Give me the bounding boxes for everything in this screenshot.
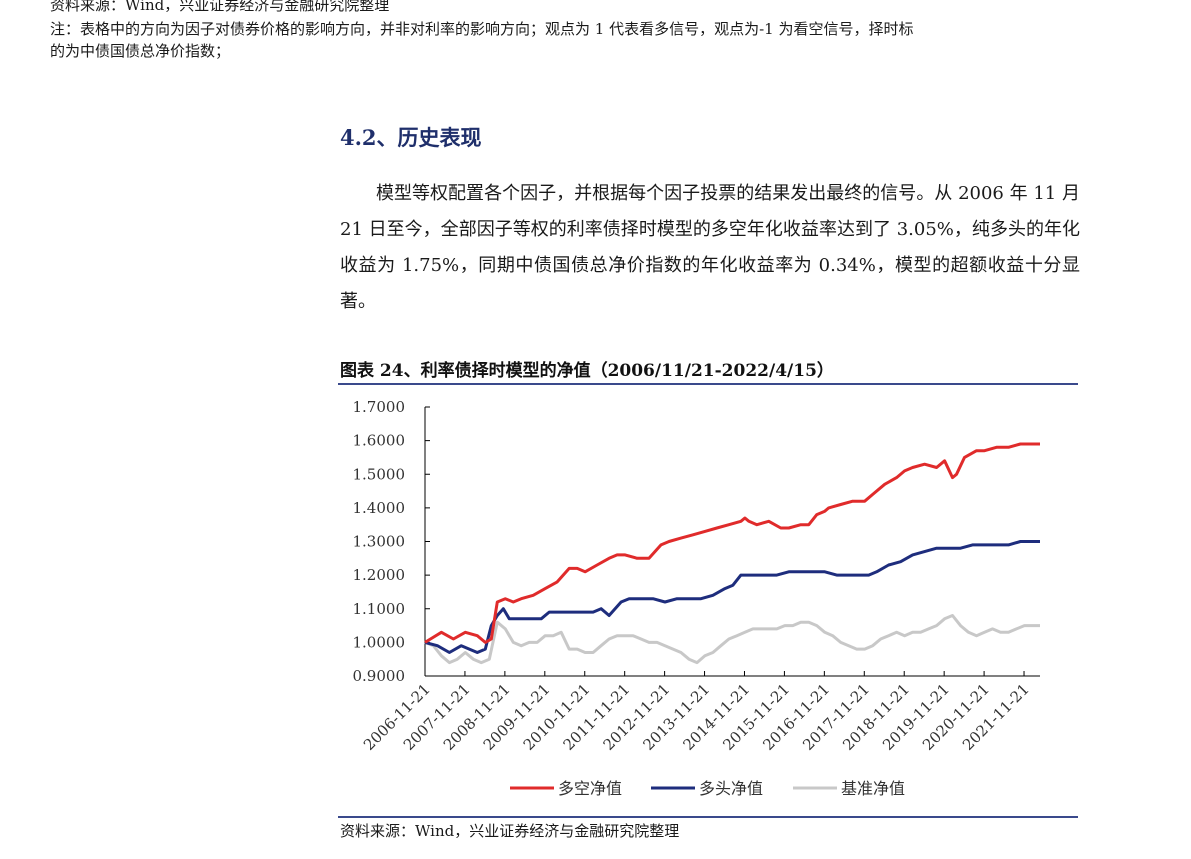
chart-series xyxy=(424,442,1040,665)
y-tick-label: 1.2000 xyxy=(353,566,406,584)
series-line-2 xyxy=(424,540,1040,654)
y-tick-label: 1.3000 xyxy=(353,533,406,551)
y-tick-label: 1.1000 xyxy=(353,600,406,618)
legend-label-1: 多空净值 xyxy=(558,779,622,798)
y-tick-label: 0.9000 xyxy=(353,667,406,685)
table-note-line-2: 的为中债国债总净价指数； xyxy=(50,42,231,60)
y-tick-label: 1.0000 xyxy=(353,633,406,651)
net-value-line-chart: 0.9000 1.0000 1.1000 1.2000 1.3000 1.4000 1.50… xyxy=(353,398,1040,798)
section-title: 4.2、历史表现 xyxy=(340,125,482,150)
figure-top-rule xyxy=(338,383,1078,385)
top-source-line: 资料来源：Wind，兴业证券经济与金融研究院整理 xyxy=(50,0,390,14)
series-line-3 xyxy=(424,614,1040,665)
y-tick-label: 1.4000 xyxy=(353,499,406,517)
figure-bottom-rule xyxy=(338,816,1078,818)
y-tick-label: 1.6000 xyxy=(353,432,406,450)
y-tick-label: 1.7000 xyxy=(353,398,406,416)
body-paragraph: 模型等权配置各个因子，并根据每个因子投票的结果发出最终的信号。从 2006 年 … xyxy=(340,183,1080,312)
legend-label-2: 多头净值 xyxy=(699,779,763,798)
figure-source-note: 资料来源：Wind，兴业证券经济与金融研究院整理 xyxy=(340,822,680,840)
chart-legend: 多空净值 多头净值 基准净值 xyxy=(510,779,905,798)
series-line-1 xyxy=(424,442,1040,644)
legend-label-3: 基准净值 xyxy=(841,779,905,798)
figure-title: 图表 24、利率债择时模型的净值（2006/11/21-2022/4/15） xyxy=(340,361,834,381)
chart-axes: 0.9000 1.0000 1.1000 1.2000 1.3000 1.4000 1.50… xyxy=(353,398,1040,754)
table-note-line-1: 注：表格中的方向为因子对债券价格的影响方向，并非对利率的影响方向；观点为 1 代… xyxy=(50,20,914,38)
y-tick-label: 1.5000 xyxy=(353,465,406,483)
